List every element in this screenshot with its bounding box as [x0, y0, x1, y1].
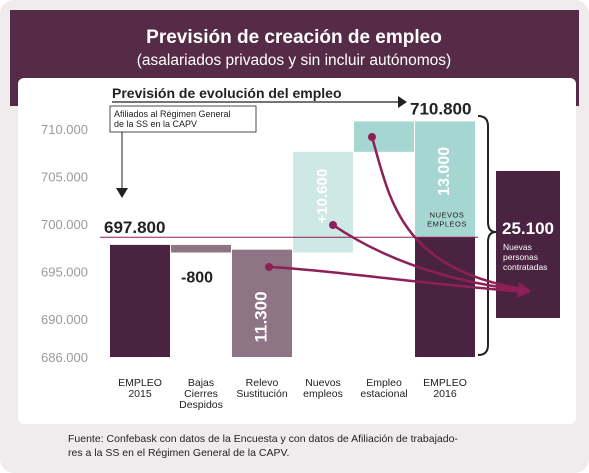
category-label: Sustitución — [236, 388, 288, 400]
bar-label-11300: 11.300 — [251, 291, 270, 342]
stack-caption: EMPLEOS — [427, 219, 467, 228]
title-arrow-head — [398, 96, 407, 108]
category-label: EMPLEO — [118, 377, 162, 389]
arrow-relevo — [268, 265, 531, 298]
category-label: 2015 — [128, 388, 152, 400]
y-axis: 710.000 705.000 700.000 695.000 690.000 686.0… — [41, 122, 88, 365]
header-subtitle: (asalariados privados y sin incluir autó… — [137, 52, 451, 69]
category-label: Empleo — [366, 377, 402, 389]
stack-caption: NUEVOS — [430, 210, 465, 219]
bar-empleo-2016-nuevos — [415, 121, 475, 238]
total-2016-label: 710.800 — [410, 99, 471, 118]
callout-box — [109, 105, 257, 133]
y-tick-label: 690.000 — [41, 312, 88, 327]
bar-3 — [293, 151, 353, 253]
callout-text: de la SS en la CAPV — [114, 119, 197, 129]
callout-text: Afiliados al Régimen General — [114, 109, 231, 119]
x-axis-labels: EMPLEO2015BajasCierresDespidosRelevoSust… — [118, 377, 467, 411]
summary-value: 25.100 — [502, 219, 554, 238]
y-tick-label: 700.000 — [41, 217, 88, 232]
bar-4 — [354, 121, 414, 152]
source-note-line-2: res a la SS en el Régimen General de la … — [68, 447, 289, 459]
source-note-line-1: Fuente: Confebask con datos de la Encues… — [68, 433, 458, 445]
callout-pointer-head — [116, 188, 128, 198]
category-label: Bajas — [188, 377, 214, 389]
bar-1 — [171, 244, 231, 253]
bar-label-plus-10600: +10.600 — [314, 169, 331, 224]
y-tick-label: 710.000 — [41, 122, 88, 137]
bar-0 — [110, 244, 170, 357]
summary-caption: Nuevas — [503, 242, 532, 252]
category-label: Cierres — [184, 388, 218, 400]
bar-empleo-2016-base — [415, 237, 475, 357]
bar-label-minus-800: -800 — [181, 270, 213, 287]
category-label: Relevo — [246, 377, 279, 389]
category-label: EMPLEO — [423, 377, 467, 389]
chart-title: Previsión de evolución del empleo — [112, 85, 342, 101]
category-label: estacional — [360, 388, 407, 400]
arrow-nuevos — [332, 223, 531, 297]
arrow-estacional — [370, 136, 531, 295]
category-label: 2016 — [433, 388, 457, 400]
y-tick-label: 686.000 — [41, 350, 88, 365]
summary-caption: personas — [503, 252, 538, 262]
bar-label-13000: 13.000 — [436, 147, 453, 196]
y-tick-label: 705.000 — [41, 170, 88, 185]
category-label: empleos — [303, 388, 343, 400]
category-label: Despidos — [179, 399, 223, 411]
y-tick-label: 695.000 — [41, 265, 88, 280]
summary-caption: contratadas — [503, 262, 547, 272]
total-2015-label: 697.800 — [104, 218, 165, 237]
annotation-layer: 697.800 710.800 Previsión de evolución del… — [100, 85, 560, 356]
category-label: Nuevos — [305, 377, 341, 389]
header-title: Previsión de creación de empleo — [146, 27, 442, 48]
